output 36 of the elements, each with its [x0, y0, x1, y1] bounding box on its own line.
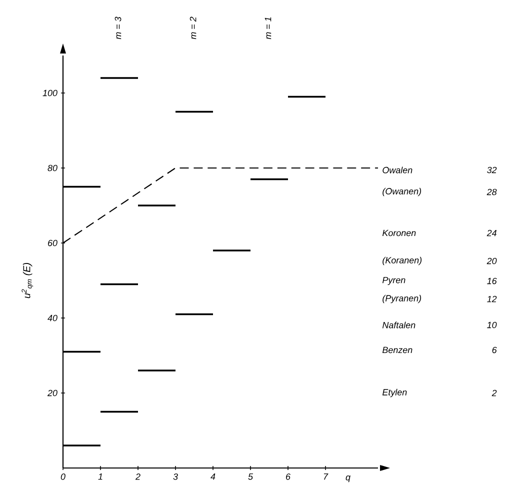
x-tick-label: 7	[324, 474, 328, 480]
text: 20	[486, 258, 497, 264]
y-tick-label: 60	[48, 240, 58, 246]
text: m = 3	[114, 16, 122, 40]
x-tick-label: 1	[98, 474, 102, 480]
x-tick-label: 5	[248, 474, 254, 480]
y-tick-label: 100	[42, 90, 58, 96]
x-tick-label: 2	[135, 474, 140, 480]
x-axis-title: q	[346, 475, 350, 482]
text: Etylen	[382, 388, 407, 398]
y-tick-label: 20	[47, 390, 58, 396]
text: Benzen	[382, 346, 412, 354]
text: 24	[486, 230, 496, 236]
text: m = 2	[190, 16, 196, 40]
text: 6	[492, 346, 497, 354]
text: m = 1	[264, 17, 272, 40]
y-tick-label: 40	[48, 314, 58, 322]
text: 2	[492, 390, 497, 396]
text: (Koranen)	[382, 256, 422, 266]
text: 32	[487, 166, 497, 174]
y-tick-label: 80	[48, 164, 58, 172]
text: Pyren	[382, 276, 406, 286]
text: 12	[487, 296, 497, 302]
text: 28	[486, 188, 497, 196]
text: Naftalen	[382, 322, 416, 328]
text: Koronen	[382, 230, 416, 236]
y-axis-title: u$^{2}$$_{qm}$ (E)	[22, 263, 34, 298]
x-tick-label: 4	[210, 474, 216, 480]
x-tick-label: 0	[60, 474, 66, 480]
text: Owalen	[382, 166, 412, 174]
x-tick-label: 3	[173, 474, 178, 480]
x-tick-label: 6	[286, 474, 290, 480]
text: 10	[487, 322, 497, 328]
text: (Owanen)	[382, 188, 422, 196]
text: (Pyranen)	[382, 294, 422, 304]
text: 16	[487, 278, 497, 284]
